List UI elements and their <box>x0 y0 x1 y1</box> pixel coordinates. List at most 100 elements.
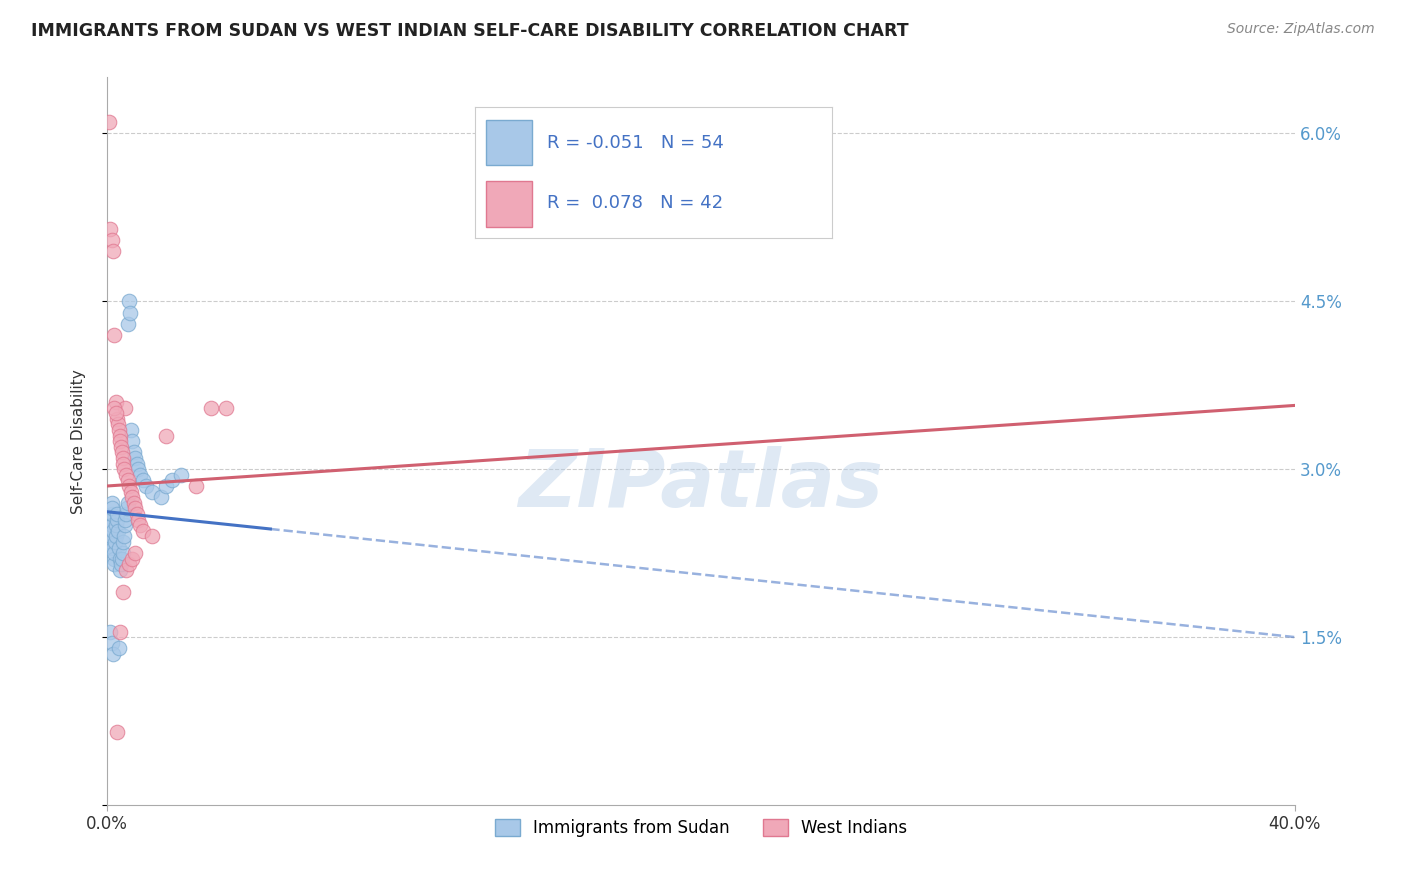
Point <box>125 457 148 471</box>
Point <box>162 474 184 488</box>
Point <box>128 518 150 533</box>
Point <box>100 518 122 533</box>
Point <box>111 546 134 560</box>
Point <box>98 520 121 534</box>
Point <box>110 558 132 572</box>
Point <box>111 450 134 465</box>
Point <box>114 518 136 533</box>
Point <box>97 115 120 129</box>
Point <box>124 501 146 516</box>
Point <box>107 507 129 521</box>
Point <box>112 529 135 543</box>
Point <box>114 401 136 415</box>
Point <box>125 507 148 521</box>
Point <box>108 428 131 442</box>
Point <box>121 434 143 449</box>
Point <box>135 479 157 493</box>
Legend: Immigrants from Sudan, West Indians: Immigrants from Sudan, West Indians <box>488 813 914 844</box>
Point <box>122 445 145 459</box>
Point <box>103 327 125 342</box>
Point <box>112 462 135 476</box>
Point <box>98 624 121 639</box>
Point <box>112 585 135 599</box>
Point <box>112 457 135 471</box>
Point <box>121 551 143 566</box>
Point <box>104 535 127 549</box>
Point <box>108 641 131 656</box>
Point <box>103 551 125 566</box>
Point <box>117 317 139 331</box>
Point <box>120 423 142 437</box>
Point <box>186 479 208 493</box>
Point <box>101 501 124 516</box>
Point <box>105 512 128 526</box>
Point <box>128 467 150 482</box>
Point <box>115 507 138 521</box>
Point <box>108 551 131 566</box>
Point <box>115 467 138 482</box>
Point <box>170 467 193 482</box>
Point <box>97 512 120 526</box>
Point <box>104 406 127 420</box>
Point <box>115 563 138 577</box>
Text: ZIPatlas: ZIPatlas <box>519 446 883 524</box>
Point <box>98 541 121 555</box>
Text: Source: ZipAtlas.com: Source: ZipAtlas.com <box>1227 22 1375 37</box>
Point <box>118 558 141 572</box>
Point <box>124 546 146 560</box>
Point <box>127 462 149 476</box>
Point <box>120 305 142 319</box>
Text: IMMIGRANTS FROM SUDAN VS WEST INDIAN SELF-CARE DISABILITY CORRELATION CHART: IMMIGRANTS FROM SUDAN VS WEST INDIAN SEL… <box>31 22 908 40</box>
Point <box>103 558 125 572</box>
Point <box>112 535 135 549</box>
Point <box>132 474 155 488</box>
Point <box>117 501 139 516</box>
Point <box>120 484 142 499</box>
Point <box>215 401 238 415</box>
Point <box>200 401 222 415</box>
Point <box>107 412 129 426</box>
Point <box>100 233 122 247</box>
Point <box>100 507 122 521</box>
Point <box>111 445 134 459</box>
Point <box>108 423 131 437</box>
Point <box>132 524 155 538</box>
Point <box>117 474 139 488</box>
Point <box>101 541 124 555</box>
Point <box>124 450 146 465</box>
Point <box>155 428 177 442</box>
Y-axis label: Self-Care Disability: Self-Care Disability <box>72 369 86 514</box>
Point <box>117 496 139 510</box>
Point <box>122 496 145 510</box>
Point <box>107 524 129 538</box>
Point <box>100 636 122 650</box>
Point <box>110 440 132 454</box>
Point <box>100 529 122 543</box>
Point <box>121 490 143 504</box>
Point <box>104 529 127 543</box>
Point <box>107 725 129 739</box>
Point <box>100 535 122 549</box>
Point <box>110 624 132 639</box>
Point <box>110 434 132 449</box>
Point <box>101 647 124 661</box>
Point <box>103 546 125 560</box>
Point <box>111 551 134 566</box>
Point <box>110 563 132 577</box>
Point <box>118 294 141 309</box>
Point <box>107 417 129 432</box>
Point <box>104 395 127 409</box>
Point <box>155 479 177 493</box>
Point <box>98 221 121 235</box>
Point <box>101 524 124 538</box>
Point <box>141 529 163 543</box>
Point <box>149 490 172 504</box>
Point <box>127 512 149 526</box>
Point <box>104 518 127 533</box>
Point <box>141 484 163 499</box>
Point <box>118 479 141 493</box>
Point <box>101 496 124 510</box>
Point <box>103 401 125 415</box>
Point <box>101 244 124 258</box>
Point <box>108 541 131 555</box>
